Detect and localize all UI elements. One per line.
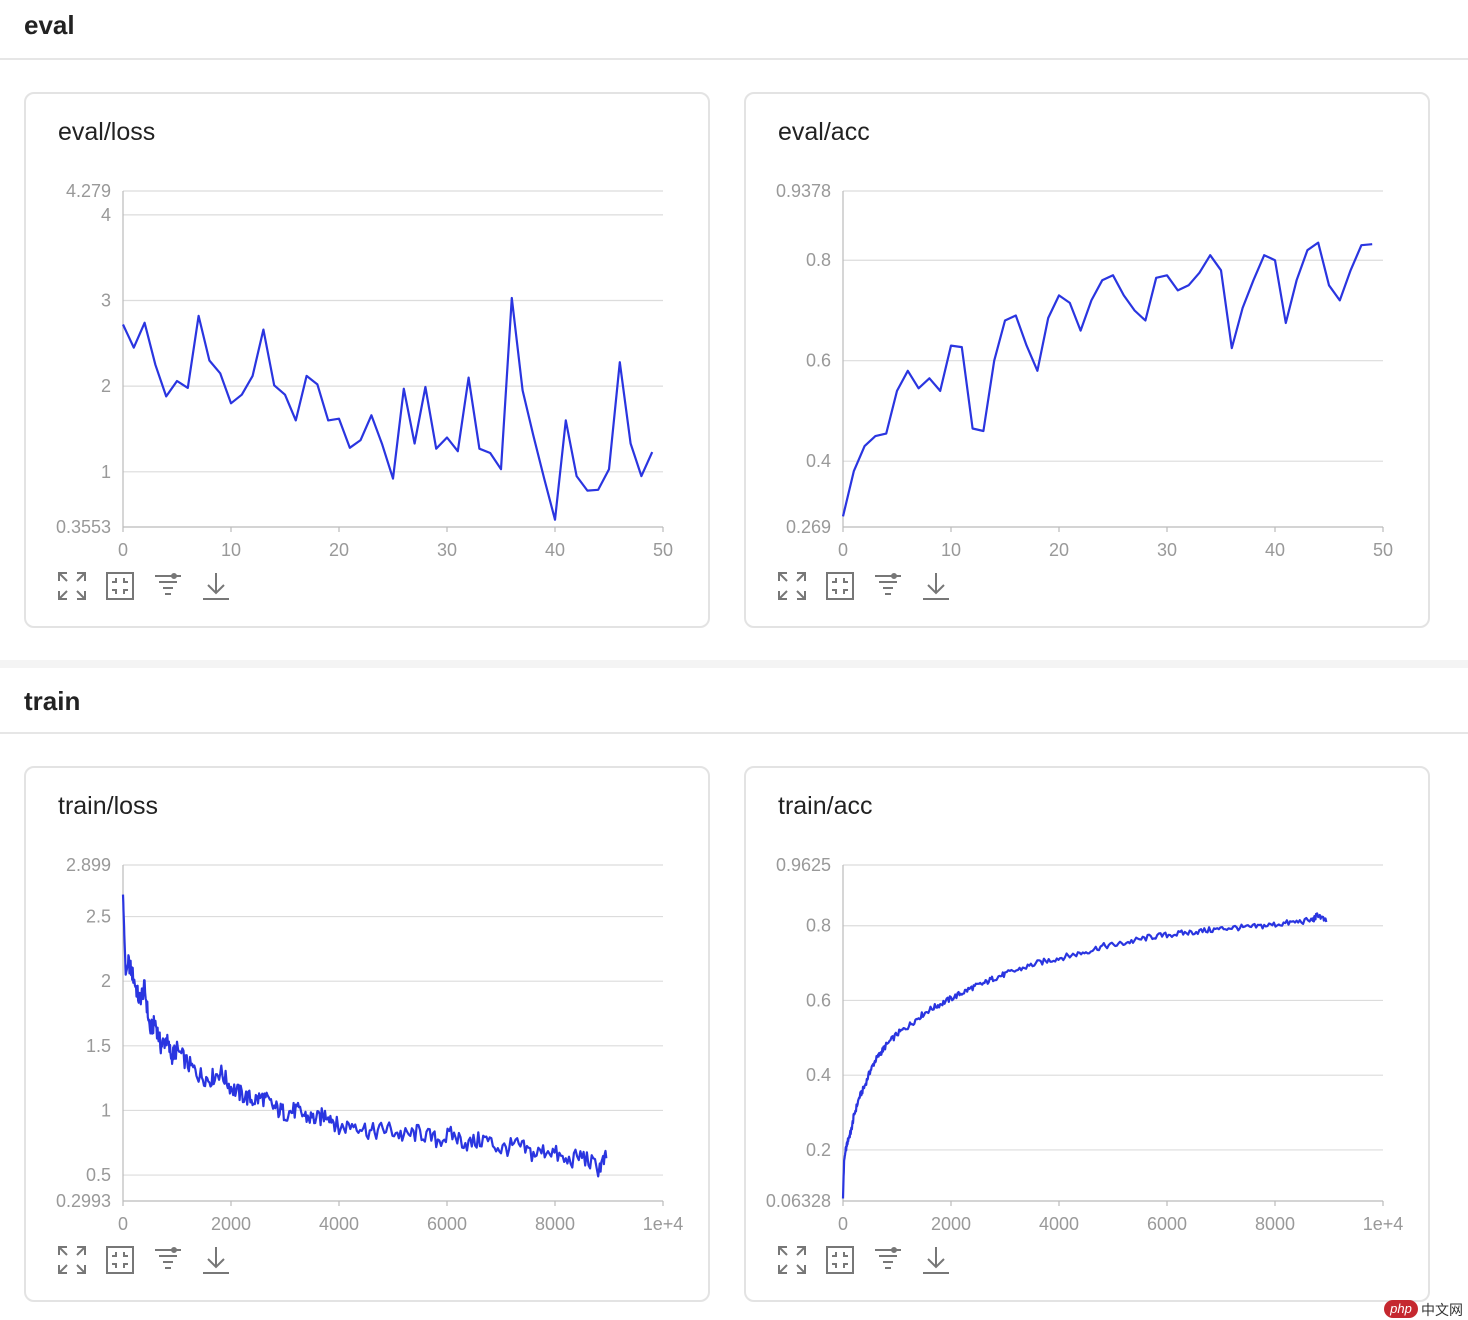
chart-title: eval/loss (58, 118, 156, 146)
download-icon[interactable] (200, 570, 232, 602)
x-tick-label: 40 (1265, 540, 1285, 560)
section-header-train: train (0, 668, 1468, 734)
chart-title: eval/acc (778, 118, 870, 146)
fit-screen-icon[interactable] (104, 1244, 136, 1276)
chart-card-train-loss: train/loss 2.899 2.5 2 1.5 1 0.5 0.2993 0 2000 40… (24, 766, 710, 1302)
x-tick-label: 1e+4 (643, 1214, 684, 1234)
filter-icon[interactable] (152, 570, 184, 602)
chart-card-eval-loss: eval/loss 4.279 4 3 2 1 0.3553 0 10 20 30 40 50 (24, 92, 710, 628)
y-tick-label: 0.9378 (776, 181, 831, 201)
grid-lines (122, 864, 664, 1206)
series-line (841, 241, 1373, 517)
grid-lines (842, 864, 1384, 1206)
chart-card-eval-acc: eval/acc 0.9378 0.8 0.6 0.4 0.269 0 10 20 30 40 50 (744, 92, 1430, 628)
y-tick-label: 1 (101, 462, 111, 482)
chart-plot-train-loss[interactable]: 2.899 2.5 2 1.5 1 0.5 0.2993 0 2000 4000 6000 8000 1… (26, 768, 708, 1238)
section-separator (0, 660, 1468, 668)
filter-icon[interactable] (872, 570, 904, 602)
x-tick-label: 0 (118, 540, 128, 560)
x-tick-label: 8000 (535, 1214, 575, 1234)
y-tick-label: 0.8 (806, 250, 831, 270)
x-tick-label: 0 (118, 1214, 128, 1234)
x-tick-label: 30 (1157, 540, 1177, 560)
chart-plot-eval-loss[interactable]: 4.279 4 3 2 1 0.3553 0 10 20 30 40 50 (26, 94, 708, 564)
watermark-text: 中文网 (1421, 1302, 1463, 1318)
x-tick-label: 2000 (211, 1214, 251, 1234)
download-icon[interactable] (200, 1244, 232, 1276)
chart-title: train/acc (778, 792, 873, 820)
fit-screen-icon[interactable] (104, 570, 136, 602)
y-tick-label: 0.2993 (56, 1191, 111, 1211)
y-tick-label: 3 (101, 291, 111, 311)
y-tick-label: 0.6 (806, 990, 831, 1010)
download-icon[interactable] (920, 570, 952, 602)
y-tick-label: 0.6 (806, 351, 831, 371)
fullscreen-icon[interactable] (776, 570, 808, 602)
fullscreen-icon[interactable] (56, 570, 88, 602)
y-tick-label: 1 (101, 1100, 111, 1120)
y-tick-label: 2 (101, 971, 111, 991)
x-tick-label: 10 (941, 540, 961, 560)
download-icon[interactable] (920, 1244, 952, 1276)
chart-title: train/loss (58, 792, 159, 820)
grid-lines (122, 190, 664, 532)
x-tick-label: 4000 (1039, 1214, 1079, 1234)
y-tick-label: 0.4 (806, 1065, 831, 1085)
y-tick-label: 0.8 (806, 916, 831, 936)
fit-screen-icon[interactable] (824, 1244, 856, 1276)
x-tick-label: 10 (221, 540, 241, 560)
x-tick-label: 50 (1373, 540, 1393, 560)
fullscreen-icon[interactable] (776, 1244, 808, 1276)
filter-icon[interactable] (872, 1244, 904, 1276)
y-tick-label: 0.269 (786, 517, 831, 537)
x-tick-label: 6000 (1147, 1214, 1187, 1234)
x-tick-label: 50 (653, 540, 673, 560)
filter-icon[interactable] (152, 1244, 184, 1276)
x-tick-label: 1e+4 (1363, 1214, 1404, 1234)
y-tick-label: 1.5 (86, 1036, 111, 1056)
y-tick-label: 4.279 (66, 181, 111, 201)
y-tick-label: 0.2 (806, 1140, 831, 1160)
y-tick-label: 0.3553 (56, 517, 111, 537)
x-tick-label: 8000 (1255, 1214, 1295, 1234)
y-tick-label: 0.4 (806, 451, 831, 471)
y-tick-label: 2 (101, 376, 111, 396)
fullscreen-icon[interactable] (56, 1244, 88, 1276)
x-tick-label: 0 (838, 540, 848, 560)
watermark-badge: php (1384, 1300, 1418, 1318)
fit-screen-icon[interactable] (824, 570, 856, 602)
y-tick-label: 4 (101, 205, 111, 225)
chart-card-train-acc: train/acc 0.9625 0.8 0.6 0.4 0.2 0.06328 0 2000… (744, 766, 1430, 1302)
x-tick-label: 2000 (931, 1214, 971, 1234)
grid-lines (842, 190, 1384, 532)
series-line (122, 296, 654, 521)
chart-plot-eval-acc[interactable]: 0.9378 0.8 0.6 0.4 0.269 0 10 20 30 40 50 (746, 94, 1428, 564)
x-tick-label: 30 (437, 540, 457, 560)
series-line (121, 894, 608, 1178)
x-tick-label: 0 (838, 1214, 848, 1234)
y-tick-label: 2.5 (86, 907, 111, 927)
watermark: php 中文网 (1384, 1298, 1466, 1320)
x-tick-label: 40 (545, 540, 565, 560)
y-tick-label: 0.06328 (766, 1191, 831, 1211)
y-tick-label: 0.9625 (776, 855, 831, 875)
y-tick-label: 0.5 (86, 1165, 111, 1185)
x-tick-label: 4000 (319, 1214, 359, 1234)
x-tick-label: 6000 (427, 1214, 467, 1234)
chart-plot-train-acc[interactable]: 0.9625 0.8 0.6 0.4 0.2 0.06328 0 2000 4000 6000 80… (746, 768, 1428, 1238)
section-title-train: train (24, 686, 81, 716)
y-tick-label: 2.899 (66, 855, 111, 875)
series-line (841, 912, 1328, 1199)
section-title-eval: eval (24, 10, 75, 40)
section-header-eval: eval (0, 0, 1468, 60)
x-tick-label: 20 (1049, 540, 1069, 560)
x-tick-label: 20 (329, 540, 349, 560)
